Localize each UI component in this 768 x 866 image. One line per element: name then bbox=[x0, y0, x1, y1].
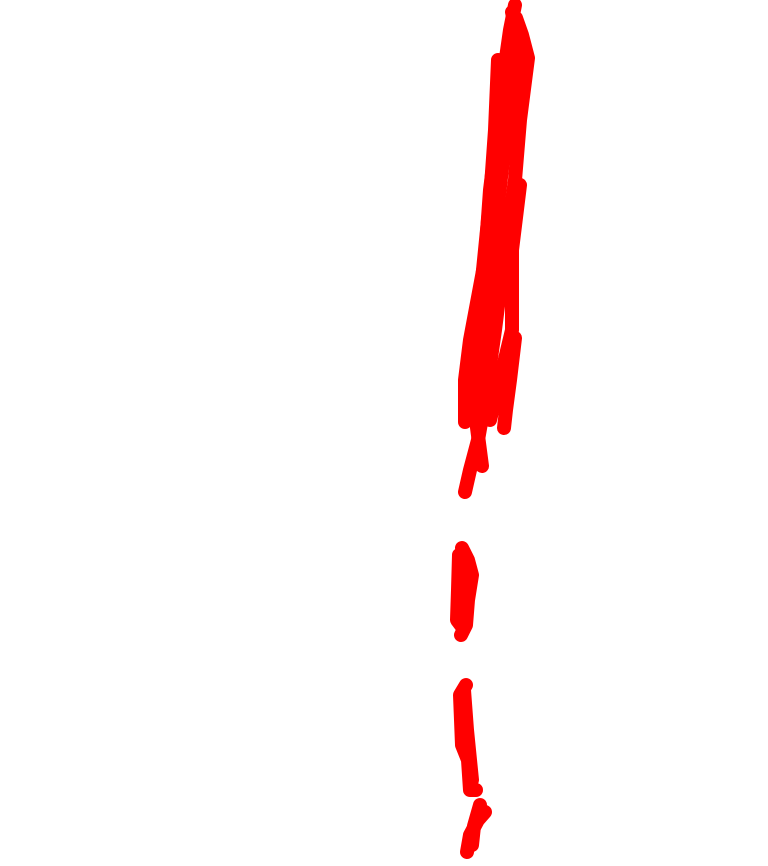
lower-stroke-segment bbox=[453, 678, 483, 797]
stroke bbox=[465, 798, 487, 852]
stroke bbox=[457, 683, 479, 787]
stroke bbox=[450, 548, 470, 635]
middle-stroke-segment bbox=[450, 541, 479, 642]
stroke bbox=[463, 53, 505, 427]
upper-stroke-cluster bbox=[458, 0, 535, 499]
stroke bbox=[497, 331, 522, 435]
bottom-stroke-segment bbox=[460, 798, 492, 859]
stroke bbox=[483, 178, 527, 427]
